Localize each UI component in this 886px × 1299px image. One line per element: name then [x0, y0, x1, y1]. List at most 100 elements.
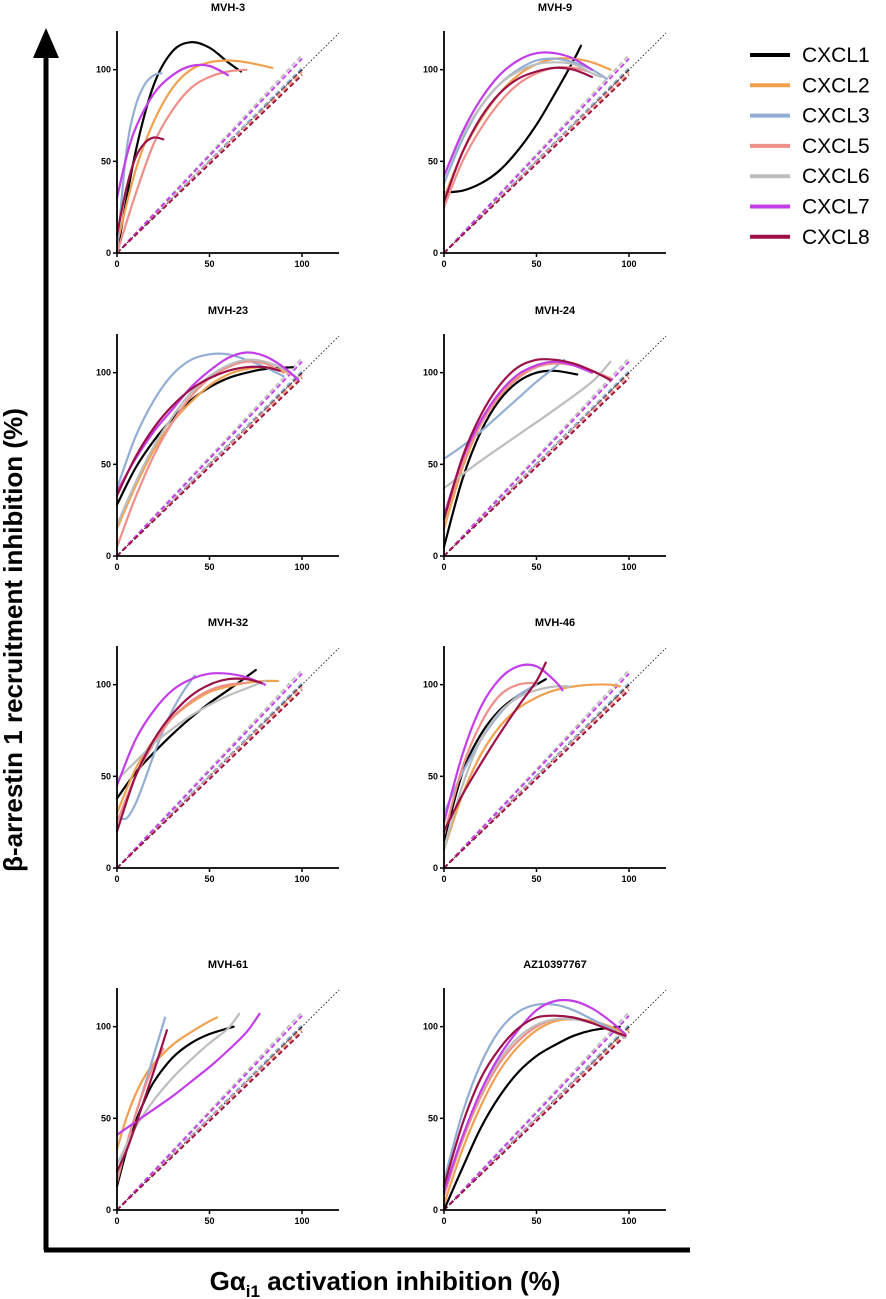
y-tick-label: 0: [433, 551, 438, 561]
y-tick-label: 50: [428, 459, 438, 469]
curve-cxcl3: [115, 352, 285, 490]
y-tick-label: 50: [101, 771, 111, 781]
x-tick-label: 0: [114, 874, 119, 884]
dashed-line-cxcl7: [443, 58, 630, 254]
dashed-line-cxcl6: [116, 54, 303, 254]
outer-y-arrowhead: [33, 28, 59, 58]
legend-item-cxcl7: CXCL7: [750, 196, 870, 219]
dashed-line-cxcl8: [116, 1031, 303, 1211]
panel-title: MVH-9: [538, 2, 572, 14]
y-tick-label: 100: [423, 368, 438, 378]
legend-label: CXCL7: [802, 196, 870, 219]
panel-az10397767: AZ10397767 0 50 100 0 50 100: [423, 959, 667, 1226]
curve-cxcl6: [442, 685, 571, 851]
dashed-line-cxcl7: [443, 361, 630, 557]
legend-label: CXCL3: [802, 105, 870, 128]
x-tick-label: 50: [531, 259, 541, 269]
legend-item-cxcl6: CXCL6: [750, 165, 870, 188]
dashed-line-cxcl7: [116, 361, 303, 557]
panel-title: MVH-61: [208, 959, 248, 971]
dashed-line-cxcl7: [443, 673, 630, 869]
panel-mvh-23: MVH-23 0 50 100 0 50 100: [96, 305, 340, 572]
x-tick-label: 50: [204, 562, 214, 572]
dashed-line-cxcl6: [116, 669, 303, 869]
curve-cxcl5: [115, 360, 285, 548]
x-tick-label: 100: [621, 562, 636, 572]
curve-cxcl6: [115, 1012, 241, 1166]
x-tick-label: 50: [204, 259, 214, 269]
dashed-line-cxcl8: [443, 377, 630, 557]
y-tick-label: 0: [106, 1205, 111, 1215]
curve-cxcl7: [115, 1012, 261, 1136]
y-tick-label: 50: [101, 1113, 111, 1123]
x-tick-label: 0: [114, 562, 119, 572]
curve-cxcl2: [115, 59, 274, 245]
panel-mvh-46: MVH-46 0 50 100 0 50 100: [423, 617, 667, 884]
x-tick-label: 100: [621, 874, 636, 884]
x-tick-label: 0: [441, 1216, 446, 1226]
legend-label: CXCL2: [802, 74, 870, 97]
y-tick-label: 0: [106, 248, 111, 258]
y-tick-label: 100: [96, 368, 111, 378]
dashed-line-cxcl6: [116, 1011, 303, 1211]
panel-mvh-9: MVH-9 0 50 100 0 50 100: [423, 2, 667, 269]
curve-cxcl8: [115, 365, 281, 497]
dashed-line-cxcl7: [116, 58, 303, 254]
curve-cxcl1: [442, 369, 579, 548]
curve-cxcl7: [442, 998, 627, 1193]
y-tick-label: 0: [433, 863, 438, 873]
dashed-line-cxcl6: [443, 54, 630, 254]
dashed-line-cxcl6: [443, 1011, 630, 1211]
legend-item-cxcl3: CXCL3: [750, 105, 870, 128]
curve-cxcl6: [442, 360, 612, 490]
x-tick-label: 0: [441, 874, 446, 884]
curve-cxcl5: [442, 681, 538, 837]
dashed-line-cxcl8: [443, 689, 630, 869]
x-axis-title: Gαi1 activation inhibition (%): [210, 1266, 561, 1299]
curve-cxcl7: [442, 51, 594, 178]
legend-label: CXCL5: [802, 135, 870, 158]
curve-cxcl1: [442, 1025, 621, 1212]
curve-cxcl5: [115, 68, 248, 255]
curve-cxcl3: [115, 674, 196, 821]
curve-cxcl7: [442, 663, 564, 824]
dashed-line-cxcl8: [116, 74, 303, 254]
curve-cxcl3: [442, 1002, 627, 1182]
dashed-line-cxcl8: [116, 689, 303, 869]
legend-item-cxcl5: CXCL5: [750, 135, 870, 158]
x-tick-label: 100: [294, 874, 309, 884]
x-tick-label: 50: [204, 1216, 214, 1226]
dashed-line-cxcl6: [116, 357, 303, 557]
x-tick-label: 50: [531, 874, 541, 884]
panel-title: MVH-32: [208, 617, 248, 629]
curve-cxcl7: [442, 360, 594, 517]
curve-cxcl7: [115, 63, 230, 200]
legend-label: CXCL6: [802, 165, 870, 188]
y-tick-label: 100: [423, 680, 438, 690]
x-axis-title-rest: activation inhibition (%): [260, 1266, 560, 1296]
curve-cxcl5: [442, 66, 590, 209]
legend: CXCL1 CXCL2 CXCL3 CXCL5 CXCL6 CXCL7 CXCL8: [750, 44, 870, 249]
curve-cxcl7: [115, 672, 267, 787]
y-tick-label: 100: [423, 1022, 438, 1032]
legend-item-cxcl2: CXCL2: [750, 74, 870, 97]
panel-title: MVH-24: [535, 305, 576, 317]
x-axis-title-main: Gα: [210, 1266, 246, 1296]
y-tick-label: 50: [428, 771, 438, 781]
curve-cxcl2: [442, 683, 621, 851]
curve-cxcl3: [115, 72, 163, 255]
y-tick-label: 50: [101, 459, 111, 469]
x-tick-label: 50: [204, 874, 214, 884]
x-tick-label: 0: [114, 1216, 119, 1226]
panel-mvh-3: MVH-3 0 50 100 0 50 100: [96, 2, 340, 269]
y-tick-label: 100: [96, 65, 111, 75]
curve-cxcl8: [115, 677, 263, 833]
y-tick-label: 100: [423, 65, 438, 75]
dashed-line-cxcl3: [116, 67, 303, 254]
panel-title: AZ10397767: [523, 959, 587, 971]
panel-title: MVH-46: [535, 617, 575, 629]
legend-item-cxcl1: CXCL1: [750, 44, 870, 67]
curve-cxcl6: [115, 358, 300, 526]
